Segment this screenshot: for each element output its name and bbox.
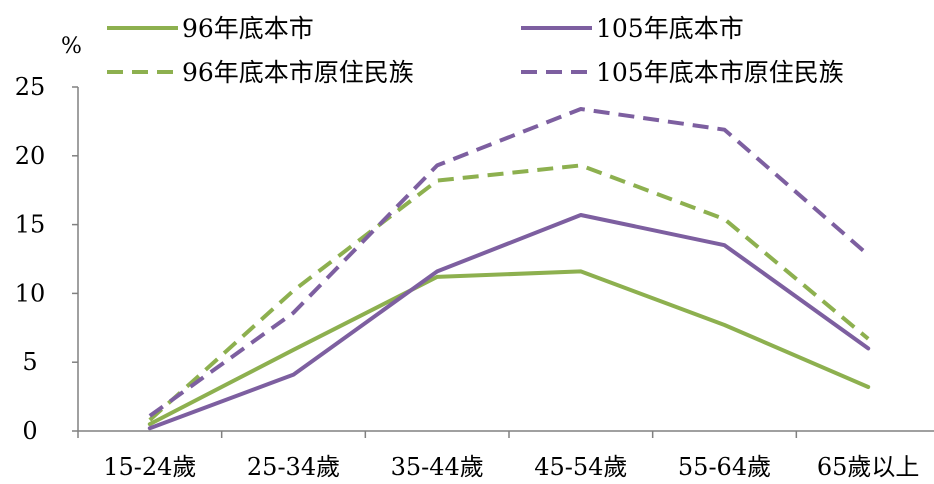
y-axis-unit-label: % [61,34,82,59]
y-tick-label: 10 [15,279,46,307]
x-tick-label: 35-44歲 [391,453,484,481]
series-line-2 [147,213,871,431]
x-tick-label: 65歲以上 [817,453,920,481]
y-tick-label: 0 [22,417,37,445]
y-tick-label: 5 [22,348,37,376]
x-tick-label: 25-34歲 [247,453,340,481]
y-tick-label: 15 [15,211,46,239]
x-tick-label: 15-24歲 [103,453,196,481]
series-line-4 [148,107,870,418]
legend-label-4: 105年底本市原住民族 [596,58,844,87]
y-tick-label: 25 [15,73,46,101]
legend-label-3: 96年底本市原住民族 [182,58,414,87]
series-line-3 [148,163,870,422]
x-tick-label: 45-54歲 [534,453,627,481]
y-tick-label: 20 [15,142,46,170]
legend-label-2: 105年底本市 [596,14,744,43]
legend-label-1: 96年底本市 [182,14,314,43]
series-line-1 [147,269,871,427]
x-tick-label: 55-64歲 [678,453,771,481]
